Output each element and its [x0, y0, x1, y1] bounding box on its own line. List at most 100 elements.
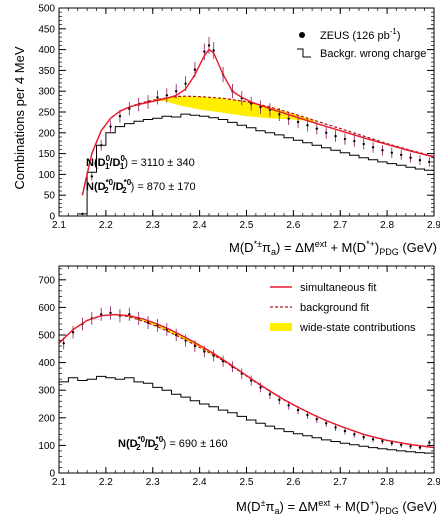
top-axis-ticks: 2.1 2.2 2.3 2.4 2.5 2.6 2.7 2.8 2.9 0 50 100 150 200 2…	[38, 4, 440, 232]
data-point	[362, 138, 365, 150]
y-tick-label: 700	[38, 275, 55, 286]
data-point	[156, 318, 159, 332]
data-point	[343, 427, 347, 435]
data-point	[353, 431, 356, 438]
data-point	[428, 439, 431, 446]
top-legend-data-label: ZEUS (126 pb-1)	[320, 27, 401, 42]
data-point	[146, 316, 150, 330]
data-point	[334, 130, 337, 142]
background-histogram	[59, 375, 434, 454]
x-tick-label: 2.5	[240, 477, 254, 488]
simultaneous-fit-curve	[81, 48, 435, 196]
data-point	[207, 37, 211, 54]
bottom-background-histogram-layer	[59, 375, 434, 454]
y-tick-label: 300	[38, 386, 55, 397]
simultaneous-fit-curve	[58, 313, 435, 449]
bottom-legend-band-label: wide-state contributions	[299, 322, 416, 334]
x-tick-label: 2.1	[52, 220, 66, 231]
data-point	[390, 147, 394, 158]
background-fit-curve	[58, 313, 435, 449]
x-tick-label: 2.6	[286, 477, 300, 488]
top-x-axis-label: M(D*±πa) = ΔMext + M(D*+)PDG (GeV)	[229, 239, 437, 257]
data-point	[343, 133, 347, 145]
y-tick-label: 200	[38, 128, 55, 139]
top-background-histogram-layer	[77, 113, 434, 215]
x-tick-label: 2.4	[193, 220, 207, 231]
bottom-fit-curves-layer	[58, 313, 435, 449]
data-point	[165, 88, 169, 103]
data-point	[212, 42, 215, 59]
y-tick-label: 250	[38, 108, 55, 119]
x-tick-label: 2.1	[52, 477, 66, 488]
top-wide-state-band-layer	[152, 96, 317, 122]
x-tick-label: 2.8	[380, 477, 394, 488]
bottom-axis-ticks: 2.1 2.2 2.3 2.4 2.5 2.6 2.7 2.8 2.9 0 100 200 300 400…	[38, 266, 440, 488]
data-point	[259, 100, 262, 114]
y-tick-label: 50	[44, 191, 56, 202]
data-point	[174, 328, 178, 342]
x-tick-label: 2.2	[99, 477, 113, 488]
bottom-legend-background-fit-label: background fit	[300, 302, 369, 314]
top-legend-background-label: Backgr. wrong charge	[320, 48, 426, 60]
data-point	[399, 149, 403, 160]
bottom-wide-state-band-layer	[115, 314, 256, 383]
background-histogram	[77, 113, 434, 215]
data-point	[156, 90, 159, 105]
wide-state-band	[115, 314, 256, 383]
data-point	[428, 157, 431, 167]
top-fit-curves-layer	[81, 48, 435, 196]
bottom-plot-frame	[58, 265, 435, 474]
data-point	[315, 122, 319, 135]
x-tick-label: 2.2	[99, 220, 113, 231]
data-point	[99, 307, 103, 321]
bottom-annotation-d2-yield: N(D*0 2/D*0 2) = 690 ± 160	[118, 435, 228, 452]
data-point	[249, 375, 253, 386]
y-tick-label: 600	[38, 303, 55, 314]
data-point	[109, 306, 112, 320]
y-tick-label: 400	[38, 45, 55, 56]
data-point	[165, 323, 169, 336]
data-point	[128, 101, 131, 116]
data-point	[109, 120, 112, 133]
x-tick-label: 2.7	[333, 220, 347, 231]
bottom-legend-fit-label: simultaneous fit	[300, 282, 376, 294]
x-tick-label: 2.9	[427, 220, 440, 231]
y-tick-label: 500	[38, 331, 55, 342]
data-point	[249, 96, 253, 111]
y-tick-label: 0	[49, 469, 55, 480]
top-y-axis-label: Combinations per 4 MeV	[12, 46, 27, 189]
y-tick-label: 350	[38, 66, 55, 77]
data-point	[409, 152, 412, 163]
y-tick-label: 400	[38, 358, 55, 369]
y-tick-label: 450	[38, 24, 55, 35]
data-point	[81, 212, 84, 216]
wide-state-band	[152, 96, 317, 122]
x-tick-label: 2.7	[333, 477, 347, 488]
bottom-x-axis-label: M(D±πa) = ΔMext + M(D+)PDG (GeV)	[236, 498, 437, 516]
x-tick-label: 2.9	[427, 477, 440, 488]
y-tick-label: 150	[38, 149, 55, 160]
y-tick-label: 100	[38, 441, 55, 452]
x-tick-label: 2.5	[240, 220, 254, 231]
x-tick-label: 2.4	[193, 477, 207, 488]
top-legend-data-marker	[299, 32, 305, 38]
top-annotation-d1-yield: N(D0 1/D0 1) = 3110 ± 340	[86, 154, 195, 171]
y-tick-label: 300	[38, 87, 55, 98]
data-point	[99, 139, 103, 151]
data-point	[334, 423, 337, 432]
y-tick-label: 200	[38, 413, 55, 424]
data-point	[371, 142, 375, 153]
data-point	[353, 135, 356, 147]
data-point	[128, 307, 131, 321]
y-tick-label: 100	[38, 170, 55, 181]
data-point	[381, 145, 384, 156]
x-tick-label: 2.3	[146, 220, 160, 231]
x-tick-label: 2.3	[146, 477, 160, 488]
bottom-panel: 2.1 2.2 2.3 2.4 2.5 2.6 2.7 2.8 2.9 0 100 200 300 400…	[38, 265, 440, 516]
y-tick-label: 500	[38, 4, 55, 15]
data-point	[418, 155, 422, 166]
bottom-legend-band-marker	[270, 323, 292, 331]
data-point	[324, 126, 328, 139]
top-panel: 2.1 2.2 2.3 2.4 2.5 2.6 2.7 2.8 2.9 0 50 100 150 200 2…	[12, 4, 440, 258]
